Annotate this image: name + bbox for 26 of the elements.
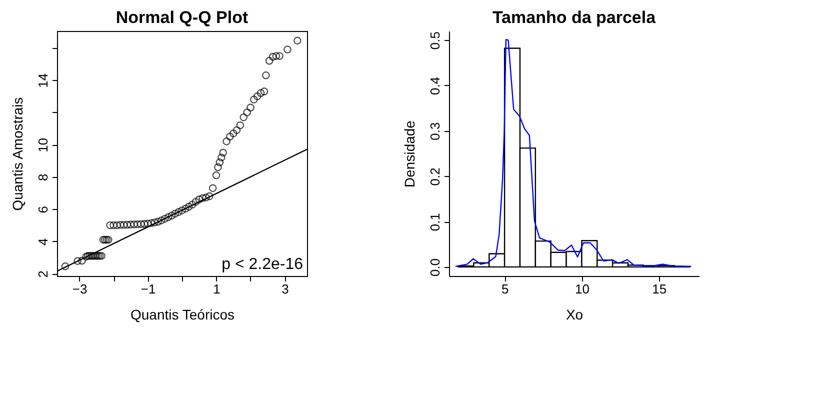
x-tick-label: 5 bbox=[501, 282, 509, 296]
y-tick-label: 6 bbox=[36, 206, 50, 214]
y-tick-label: 10 bbox=[36, 138, 50, 152]
y-tick-label: 0.0 bbox=[428, 258, 442, 276]
y-tick-label: 0.2 bbox=[428, 168, 442, 186]
x-tick-label: −1 bbox=[140, 282, 156, 296]
y-tick-label: 8 bbox=[36, 174, 50, 181]
y-tick-label: 0.3 bbox=[428, 122, 442, 140]
y-tick-label: 4 bbox=[36, 238, 50, 246]
x-tick-label: 15 bbox=[652, 282, 667, 296]
x-tick-label: 1 bbox=[213, 282, 220, 296]
y-tick-label: 2 bbox=[36, 270, 50, 278]
x-axis-title: Quantis Teóricos bbox=[130, 306, 235, 322]
x-tick-label: −3 bbox=[72, 282, 88, 296]
y-tick-label: 0.4 bbox=[428, 76, 442, 95]
chart-title: Normal Q-Q Plot bbox=[116, 8, 248, 27]
y-tick-label: 0.5 bbox=[428, 32, 442, 50]
x-tick-label: 10 bbox=[574, 282, 590, 296]
y-axis-title: Quantis Amostrais bbox=[10, 97, 26, 211]
y-axis-title: Densidade bbox=[402, 120, 418, 188]
y-tick-label: 0.1 bbox=[428, 213, 442, 232]
x-axis-title: Xo bbox=[566, 306, 584, 322]
x-tick-label: 3 bbox=[282, 282, 289, 296]
chart-title: Tamanho da parcela bbox=[492, 8, 656, 27]
y-tick-label: 14 bbox=[36, 73, 50, 88]
annotation: p < 2.2e-16 bbox=[222, 256, 304, 273]
